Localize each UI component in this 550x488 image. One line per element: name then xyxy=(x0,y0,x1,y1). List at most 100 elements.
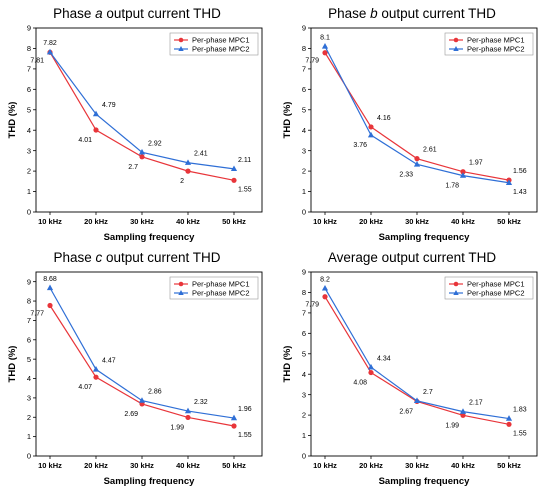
x-tick-label: 40 kHz xyxy=(451,461,475,470)
data-point-mpc1 xyxy=(368,124,374,130)
x-tick-label: 30 kHz xyxy=(130,217,154,226)
chart-title: Phase c output current THD xyxy=(53,250,220,265)
x-axis-label: Sampling frequency xyxy=(104,476,196,487)
y-tick-label: 9 xyxy=(302,24,306,33)
chart-title-part: Phase xyxy=(53,250,95,265)
data-point-mpc2 xyxy=(46,284,54,291)
data-label: 1.99 xyxy=(170,424,184,431)
data-point-mpc1 xyxy=(506,421,512,427)
data-label: 4.34 xyxy=(377,355,391,362)
legend-marker xyxy=(453,290,459,295)
y-tick-label: 7 xyxy=(302,308,306,317)
y-axis-label: THD (%) xyxy=(282,346,293,383)
data-point-mpc1 xyxy=(322,50,328,56)
y-tick-label: 5 xyxy=(302,105,306,114)
data-point-mpc2 xyxy=(230,165,238,172)
y-tick-label: 0 xyxy=(302,208,306,217)
x-tick-label: 50 kHz xyxy=(497,461,521,470)
x-tick-label: 40 kHz xyxy=(176,461,200,470)
y-tick-label: 8 xyxy=(302,44,306,53)
data-label: 4.07 xyxy=(78,384,92,391)
legend-entry: Per-phase MPC1 xyxy=(467,36,525,45)
plot-frame xyxy=(35,271,263,457)
y-tick-label: 7 xyxy=(27,64,31,73)
data-point-mpc2 xyxy=(505,179,513,185)
chart-title: Phase b output current THD xyxy=(328,6,496,21)
data-label: 3.76 xyxy=(353,142,367,149)
y-tick-label: 5 xyxy=(302,349,306,358)
data-label: 1.55 xyxy=(238,432,252,439)
legend-entry: Per-phase MPC2 xyxy=(192,289,250,298)
legend-entry: Per-phase MPC2 xyxy=(467,289,525,298)
legend-marker xyxy=(178,37,184,43)
data-label: 2.41 xyxy=(194,151,208,158)
data-point-mpc1 xyxy=(322,294,328,300)
chart-phase-c: Phase c output current THD 0 1 2 3 4 5 6 7 8 9 10 k… xyxy=(7,250,263,487)
chart-title-part: b xyxy=(370,6,378,21)
data-label: 1.43 xyxy=(513,189,527,196)
data-label: 2.86 xyxy=(148,389,162,396)
data-label: 2.17 xyxy=(469,400,483,407)
chart-panel-phase-c: Phase c output current THD 0 1 2 3 4 5 6 7 8 9 10 k… xyxy=(0,244,275,488)
y-tick-label: 5 xyxy=(27,355,31,364)
data-point-mpc2 xyxy=(92,110,100,117)
y-axis-label: THD (%) xyxy=(282,102,293,139)
chart-panel-phase-b: Phase b output current THD 0 1 2 3 4 5 6 7 8 9 10 k… xyxy=(275,0,550,244)
chart-phase-b: Phase b output current THD 0 1 2 3 4 5 6 7 8 9 10 k… xyxy=(282,6,538,243)
data-label: 2.32 xyxy=(194,399,208,406)
chart-phase-a: Phase a output current THD 0 1 2 3 4 5 6 7 8 9 10 k… xyxy=(7,6,263,243)
x-tick-label: 40 kHz xyxy=(451,217,475,226)
chart-title-part: Phase xyxy=(53,6,95,21)
data-point-mpc1 xyxy=(460,412,466,418)
y-tick-label: 2 xyxy=(302,411,306,420)
y-tick-label: 4 xyxy=(27,126,31,135)
x-tick-label: 20 kHz xyxy=(84,461,108,470)
y-tick-label: 3 xyxy=(27,146,31,155)
data-label: 2.92 xyxy=(148,140,162,147)
data-point-mpc2 xyxy=(459,408,467,414)
legend-marker xyxy=(178,46,184,51)
plot-frame xyxy=(310,27,538,213)
chart-title-part: output current THD xyxy=(102,250,221,265)
data-label: 4.79 xyxy=(102,102,116,109)
data-label: 7.79 xyxy=(305,302,319,309)
x-tick-label: 50 kHz xyxy=(222,217,246,226)
plot-frame xyxy=(310,271,538,457)
data-label: 2.11 xyxy=(238,157,251,164)
y-tick-label: 6 xyxy=(302,329,306,338)
legend-marker xyxy=(453,37,459,43)
legend-box xyxy=(444,32,534,56)
data-label: 1.56 xyxy=(513,168,527,175)
data-point-mpc1 xyxy=(47,302,53,309)
legend-marker xyxy=(453,46,459,51)
y-tick-label: 9 xyxy=(27,24,31,33)
y-tick-label: 6 xyxy=(302,85,306,94)
y-tick-label: 8 xyxy=(27,44,31,53)
data-label: 2.7 xyxy=(423,389,433,396)
x-axis-label: Sampling frequency xyxy=(379,232,471,243)
x-tick-label: 50 kHz xyxy=(497,217,521,226)
y-tick-label: 8 xyxy=(27,297,31,306)
data-point-mpc2 xyxy=(138,148,146,155)
data-label: 7.82 xyxy=(43,40,57,47)
data-point-mpc2 xyxy=(321,43,329,49)
x-tick-label: 30 kHz xyxy=(405,217,429,226)
data-label: 2.7 xyxy=(128,164,138,171)
x-tick-label: 10 kHz xyxy=(38,217,62,226)
data-label: 1.78 xyxy=(445,183,459,190)
data-label: 1.83 xyxy=(513,407,527,414)
data-point-mpc2 xyxy=(184,407,192,414)
data-label: 2 xyxy=(180,178,184,185)
y-tick-label: 1 xyxy=(302,187,306,196)
y-tick-label: 6 xyxy=(27,85,31,94)
y-tick-label: 0 xyxy=(27,208,31,217)
data-point-mpc2 xyxy=(367,363,375,370)
chart-panel-phase-a: Phase a output current THD 0 1 2 3 4 5 6 7 8 9 10 k… xyxy=(0,0,275,244)
legend-box xyxy=(444,276,534,300)
data-label: 8.2 xyxy=(320,276,330,283)
y-axis-label: THD (%) xyxy=(7,102,18,139)
chart-title-part: output current THD xyxy=(103,6,222,21)
x-axis-label: Sampling frequency xyxy=(104,232,196,243)
legend-box xyxy=(169,276,259,300)
